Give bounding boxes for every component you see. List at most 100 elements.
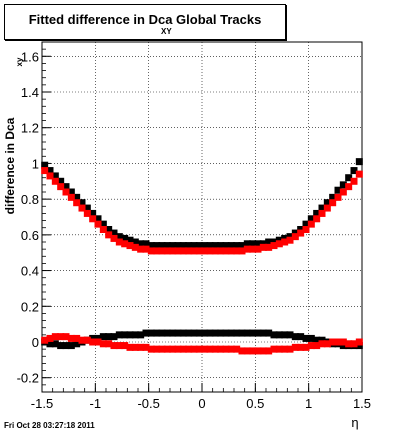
data-point-series-2: [297, 229, 305, 237]
data-point-series-2: [291, 233, 299, 241]
data-point-series-3: [286, 331, 294, 339]
data-point-series-2: [195, 247, 203, 255]
data-point-series-1: [115, 233, 123, 241]
data-point-series-3: [222, 329, 230, 337]
data-point-series-2: [345, 183, 353, 191]
data-point-series-2: [78, 204, 86, 212]
tick-labels: -1.5 -1 -0.5 0 0.5 1 1.5 -0.2 0 0.2 0.4 0.6 0.8 1 1.2 1…: [17, 49, 371, 411]
data-point-series-1: [190, 242, 198, 250]
x-tick-label: -1: [90, 396, 102, 411]
data-point-series-3: [46, 340, 54, 348]
data-point-series-3: [318, 336, 326, 344]
data-point-series-1: [57, 177, 65, 185]
data-point-series-3: [275, 331, 283, 339]
data-point-series-1: [147, 242, 155, 250]
data-point-series-1: [275, 236, 283, 244]
data-point-series-2: [51, 177, 59, 185]
data-point-series-1: [83, 204, 91, 212]
data-point-series-4: [89, 338, 97, 346]
data-point-series-1: [307, 215, 315, 223]
data-point-series-1: [174, 242, 182, 250]
data-point-series-4: [190, 345, 198, 353]
y-tick-label: 1.4: [21, 85, 39, 100]
data-point-series-3: [307, 334, 315, 342]
data-point-series-1: [131, 238, 139, 246]
data-point-series-3: [227, 329, 235, 337]
data-point-series-4: [350, 340, 358, 348]
footer-timestamp: Fri Oct 28 03:27:18 2011: [4, 421, 95, 430]
data-point-series-2: [185, 247, 193, 255]
data-point-series-1: [270, 238, 278, 246]
data-point-series-4: [227, 345, 235, 353]
data-point-series-2: [131, 243, 139, 251]
data-point-series-3: [206, 329, 214, 337]
data-point-series-4: [259, 347, 267, 355]
data-point-series-4: [41, 336, 49, 344]
data-point-series-2: [41, 167, 49, 175]
data-point-series-4: [243, 347, 251, 355]
data-point-series-2: [238, 247, 246, 255]
data-point-series-4: [78, 336, 86, 344]
data-point-series-3: [233, 329, 241, 337]
y-tick-label: 0.8: [21, 192, 39, 207]
data-point-series-1: [249, 240, 257, 248]
data-point-series-3: [121, 331, 129, 339]
data-point-series-1: [339, 181, 347, 189]
data-point-series-3: [249, 329, 257, 337]
data-point-series-2: [142, 245, 150, 253]
data-point-series-1: [179, 242, 187, 250]
data-point-series-2: [73, 199, 81, 207]
data-point-series-4: [57, 333, 65, 341]
data-point-series-4: [281, 345, 289, 353]
data-point-series-3: [297, 333, 305, 341]
data-point-series-1: [217, 242, 225, 250]
data-point-series-3: [291, 333, 299, 341]
chart-title-subscript: XY: [161, 27, 172, 36]
data-point-series-4: [110, 342, 118, 350]
data-point-series-3: [110, 333, 118, 341]
data-point-series-2: [147, 247, 155, 255]
data-point-series-1: [195, 242, 203, 250]
data-point-series-2: [94, 220, 102, 228]
data-point-series-2: [281, 238, 289, 246]
data-point-series-3: [259, 329, 267, 337]
data-point-series-1: [297, 226, 305, 233]
data-point-series-3: [137, 331, 145, 339]
data-point-series-3: [105, 333, 113, 341]
data-point-series-3: [265, 329, 273, 337]
y-tick-label: 0.4: [21, 264, 39, 279]
data-point-series-2: [158, 247, 166, 255]
data-point-series-1: [206, 242, 214, 250]
data-point-series-2: [62, 188, 70, 196]
data-point-series-1: [169, 242, 177, 250]
data-point-series-1: [78, 199, 86, 207]
data-point-series-3: [99, 333, 107, 341]
data-point-series-1: [329, 193, 337, 201]
data-point-series-3: [94, 334, 102, 342]
data-point-series-4: [217, 345, 225, 353]
data-point-series-4: [147, 345, 155, 353]
data-point-series-1: [238, 242, 246, 250]
data-point-series-1: [286, 233, 294, 241]
data-point-series-1: [153, 242, 161, 250]
data-point-series-4: [265, 347, 273, 355]
data-point-series-1: [185, 242, 193, 250]
data-point-series-4: [307, 342, 315, 350]
data-point-series-4: [233, 345, 241, 353]
data-point-series-3: [313, 336, 321, 344]
data-point-series-2: [46, 172, 54, 180]
data-point-series-2: [174, 247, 182, 255]
data-point-series-3: [147, 329, 155, 337]
y-axis-label: difference in Dca: [3, 117, 17, 214]
y-tick-label: 0: [32, 335, 39, 350]
data-point-series-4: [67, 334, 75, 342]
data-point-series-2: [355, 170, 363, 178]
x-axis-label: η: [351, 415, 358, 430]
data-point-series-3: [51, 340, 59, 348]
data-point-series-4: [153, 345, 161, 353]
data-point-series-4: [323, 340, 331, 348]
y-tick-label: 1: [32, 156, 39, 171]
data-point-series-4: [249, 347, 257, 355]
data-point-series-4: [195, 345, 203, 353]
data-point-series-1: [302, 220, 310, 228]
